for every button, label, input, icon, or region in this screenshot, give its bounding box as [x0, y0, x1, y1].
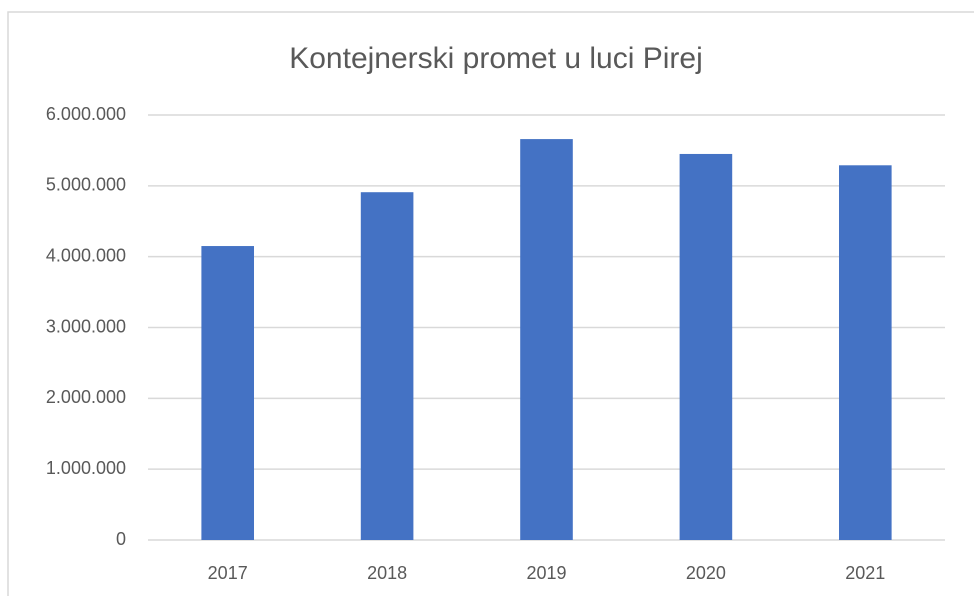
y-tick-label: 2.000.000 — [46, 387, 126, 407]
bar — [201, 246, 255, 540]
x-tick-label: 2019 — [526, 563, 566, 583]
x-tick-label: 2017 — [208, 563, 248, 583]
bar — [360, 192, 414, 541]
y-tick-label: 1.000.000 — [46, 458, 126, 478]
y-tick-label: 6.000.000 — [46, 104, 126, 124]
bar — [838, 165, 892, 540]
bar — [679, 153, 733, 541]
y-tick-label: 3.000.000 — [46, 316, 126, 336]
x-tick-label: 2020 — [686, 563, 726, 583]
x-tick-label: 2021 — [845, 563, 885, 583]
y-tick-label: 0 — [116, 529, 126, 549]
x-tick-label: 2018 — [367, 563, 407, 583]
y-tick-label: 5.000.000 — [46, 175, 126, 195]
chart-frame — [7, 11, 974, 596]
bar — [520, 139, 573, 541]
y-tick-label: 4.000.000 — [46, 245, 126, 265]
chart-title: Kontejnerski promet u luci Pirej — [289, 42, 703, 75]
